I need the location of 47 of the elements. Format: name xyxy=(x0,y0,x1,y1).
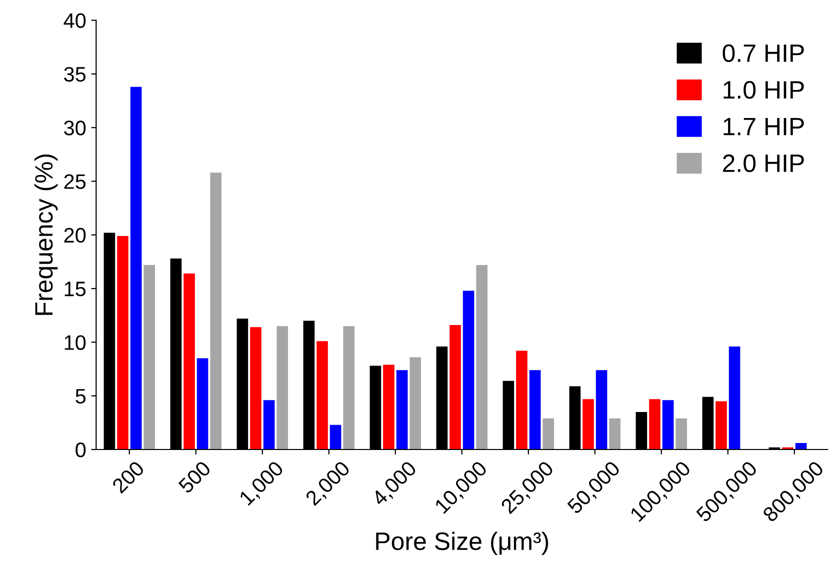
bar xyxy=(462,290,474,450)
bar xyxy=(649,399,660,450)
bar xyxy=(117,236,128,450)
y-axis-title: Frequency (%) xyxy=(34,154,58,315)
bar xyxy=(343,326,354,450)
bar xyxy=(476,264,488,450)
y-tick-label: 15 xyxy=(64,282,86,296)
y-tick-label: 10 xyxy=(64,335,86,350)
bar xyxy=(662,400,674,450)
bar xyxy=(316,341,328,450)
bar xyxy=(516,350,528,450)
x-tick-label: 200 xyxy=(111,460,146,494)
bar xyxy=(184,274,195,450)
bar xyxy=(330,424,342,450)
bar xyxy=(542,418,554,450)
bar xyxy=(210,172,222,450)
bar xyxy=(596,370,608,450)
x-tick-label: 500 xyxy=(178,460,212,494)
legend-label: 0.7 HIP xyxy=(722,44,804,62)
legend-label: 1.7 HIP xyxy=(724,118,804,136)
bar xyxy=(716,401,727,450)
bar xyxy=(728,346,740,450)
bar xyxy=(130,86,142,450)
bar xyxy=(396,370,408,450)
bar xyxy=(263,400,275,450)
bar xyxy=(410,357,421,450)
bar xyxy=(196,358,208,450)
legend-label: 2.0 HIP xyxy=(723,154,804,172)
y-tick-label: 25 xyxy=(64,174,86,190)
bar xyxy=(529,370,541,450)
legend-label: 1.0 HIP xyxy=(724,81,804,99)
bar xyxy=(609,418,620,450)
bar xyxy=(250,327,262,450)
y-tick-label: 0 xyxy=(76,442,86,458)
y-tick-label: 5 xyxy=(76,389,86,404)
bar xyxy=(676,418,687,450)
y-tick-label: 20 xyxy=(64,228,86,243)
bar xyxy=(582,399,594,450)
x-axis-title: Pore Size (μm³) xyxy=(376,532,548,556)
bar xyxy=(450,325,461,450)
bar xyxy=(144,264,155,450)
bar xyxy=(276,326,288,450)
y-tick-label: 40 xyxy=(64,13,86,28)
bar xyxy=(795,443,807,450)
y-tick-label: 30 xyxy=(64,120,86,136)
y-tick-label: 35 xyxy=(64,66,86,82)
bar xyxy=(383,364,394,450)
